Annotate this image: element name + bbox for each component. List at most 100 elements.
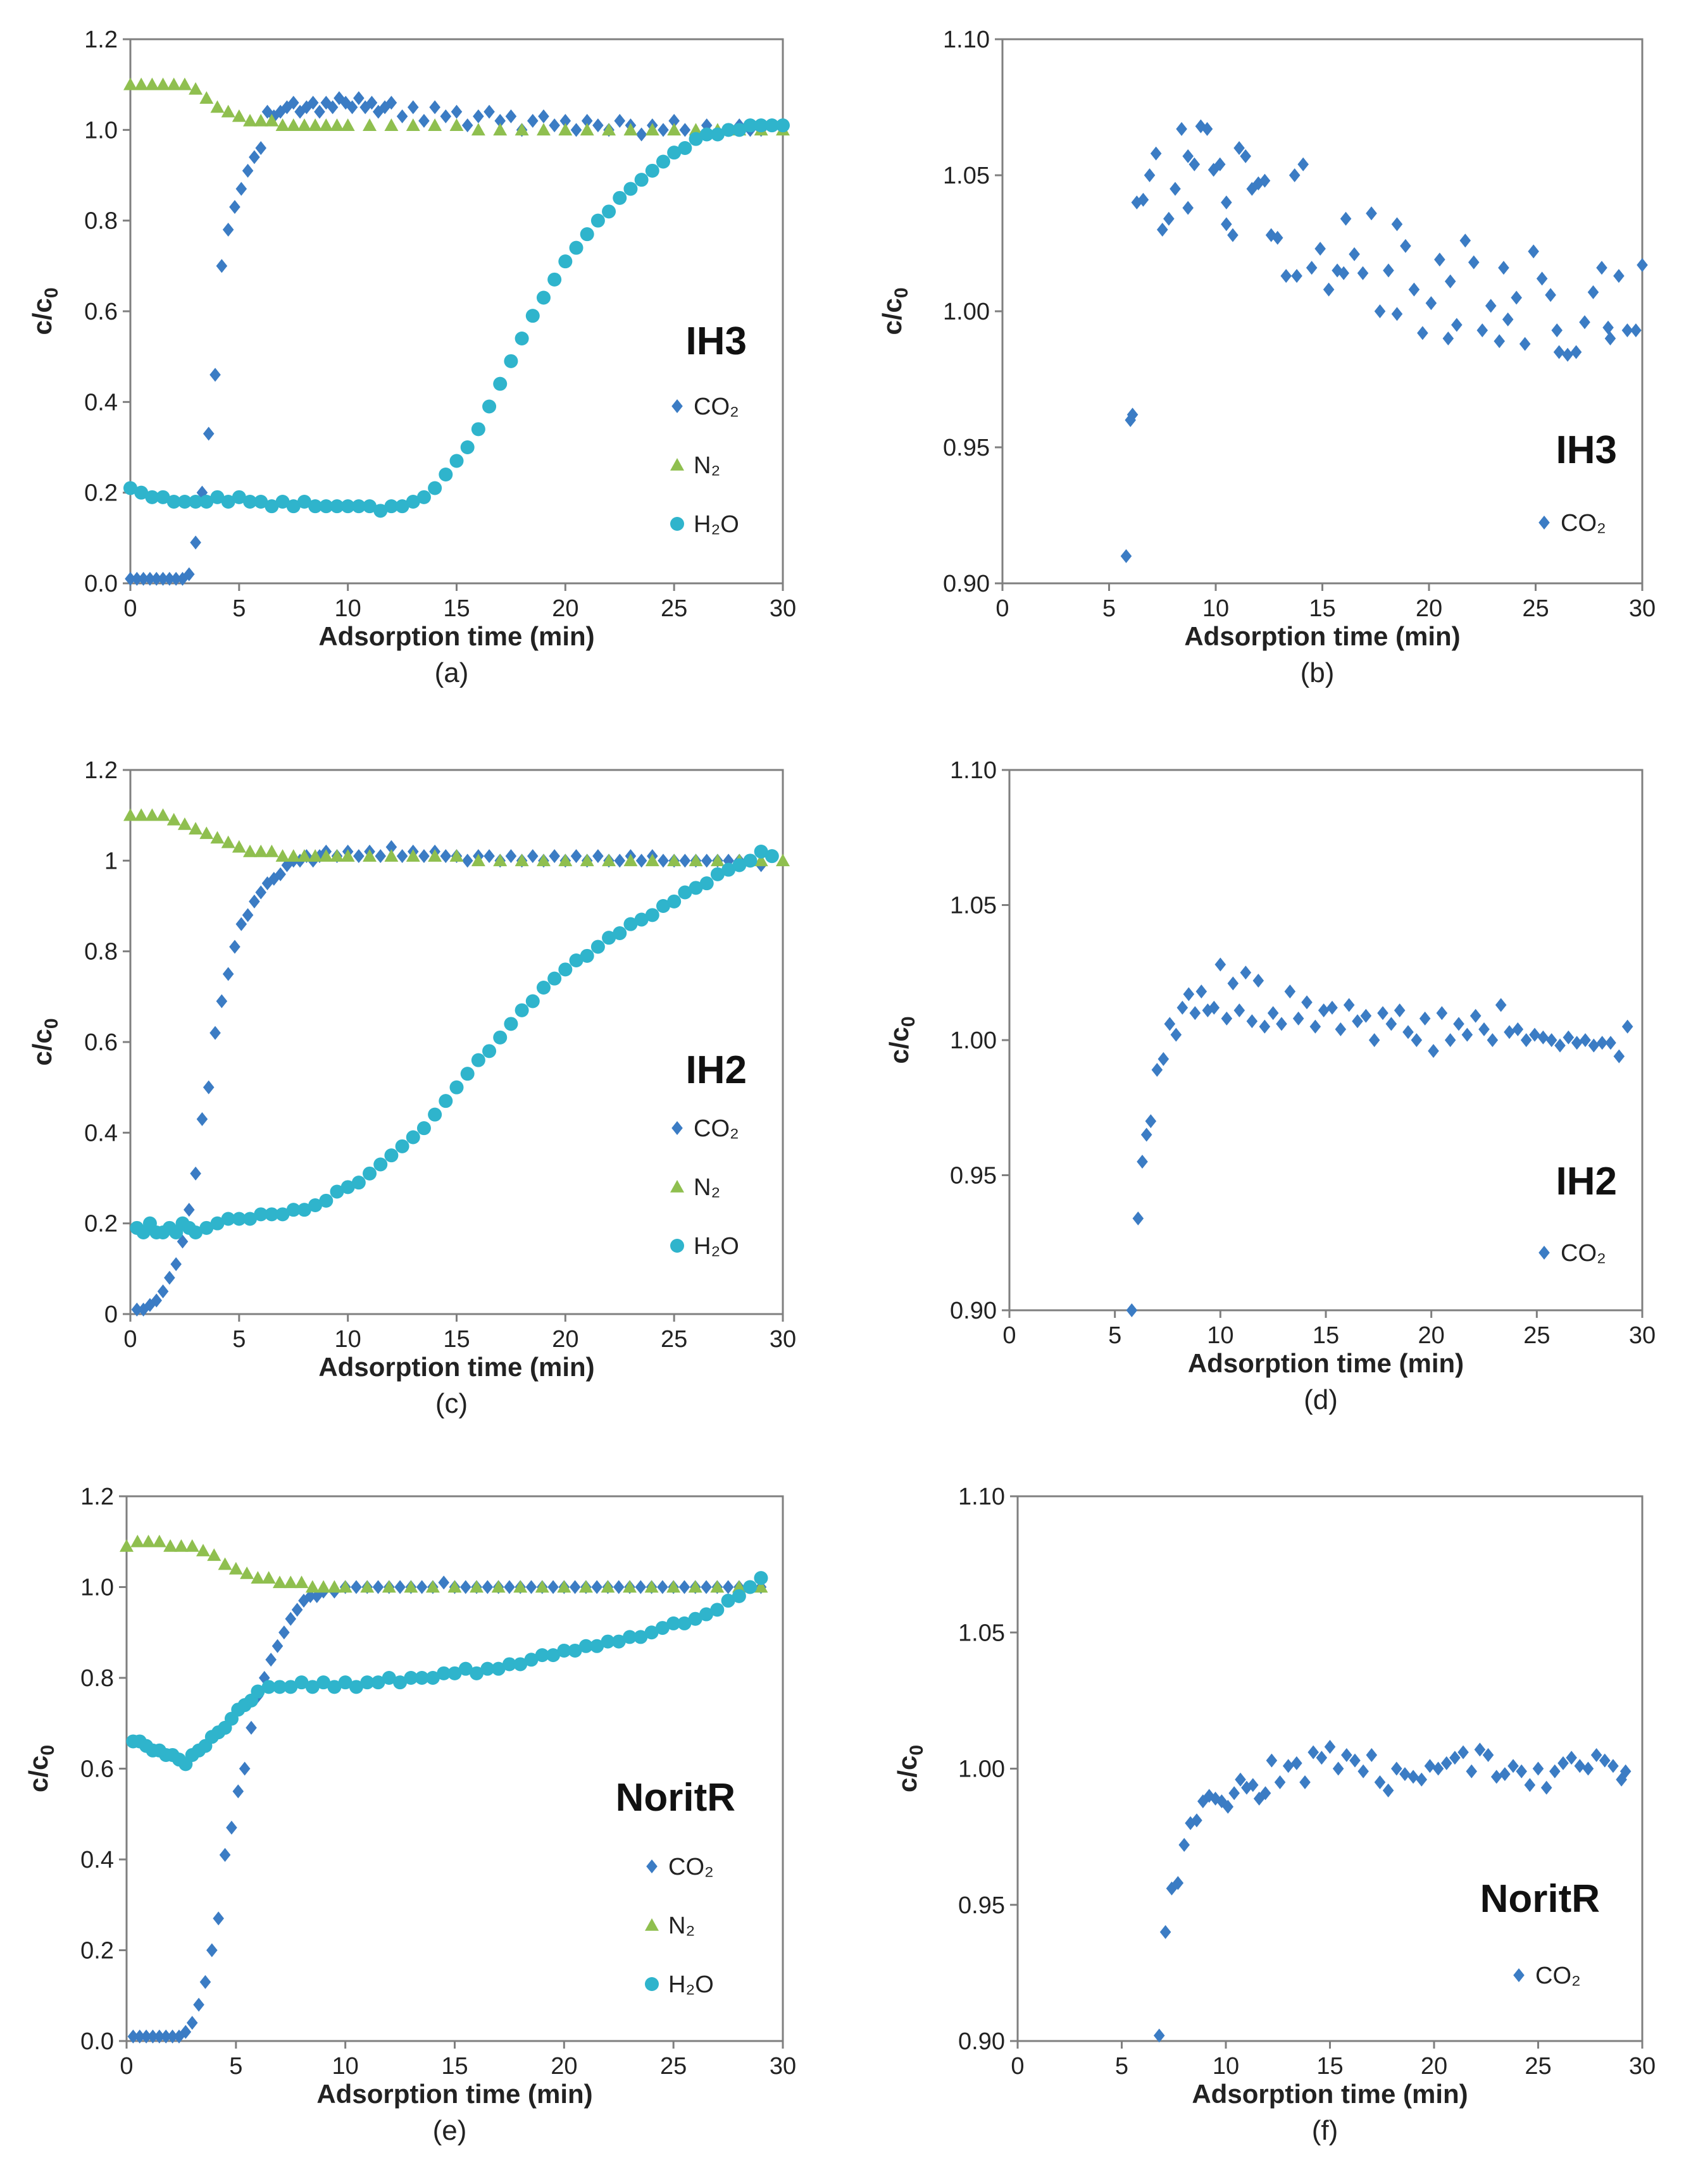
data-point-co2 bbox=[416, 1580, 428, 1594]
data-point-n2 bbox=[754, 1580, 768, 1593]
data-point-co2 bbox=[1588, 1038, 1600, 1053]
data-point-co2 bbox=[418, 114, 430, 128]
data-point-co2 bbox=[1132, 1211, 1144, 1225]
data-point-co2 bbox=[1227, 976, 1239, 991]
y-tick-label: 0.95 bbox=[943, 435, 990, 461]
data-point-co2 bbox=[190, 535, 201, 550]
data-point-co2 bbox=[173, 2029, 185, 2044]
data-point-n2 bbox=[428, 118, 442, 131]
data-point-h2o bbox=[623, 1630, 637, 1644]
y-tick-label: 1.0 bbox=[84, 117, 118, 144]
data-point-co2 bbox=[1271, 230, 1283, 245]
y-tick-label: 0.2 bbox=[80, 1938, 114, 1964]
data-point-n2 bbox=[286, 118, 301, 131]
data-point-h2o bbox=[330, 1184, 344, 1199]
data-point-h2o bbox=[166, 495, 181, 509]
legend: CO₂ bbox=[1513, 1963, 1581, 1989]
legend-marker-co2 bbox=[1538, 516, 1550, 530]
y-tick-label: 1.05 bbox=[958, 1620, 1005, 1646]
data-point-co2 bbox=[1574, 1759, 1586, 1773]
y-tick-label: 0.8 bbox=[80, 1665, 114, 1692]
data-point-h2o bbox=[558, 254, 573, 269]
panel-caption: (c) bbox=[435, 1388, 468, 1419]
data-point-n2 bbox=[667, 123, 682, 136]
data-point-n2 bbox=[580, 123, 594, 136]
data-point-h2o bbox=[569, 953, 583, 967]
data-point-co2 bbox=[353, 91, 365, 106]
data-point-h2o bbox=[764, 118, 779, 133]
legend-label-co2: CO₂ bbox=[1561, 510, 1606, 537]
data-point-n2 bbox=[305, 1580, 320, 1593]
data-point-h2o bbox=[316, 1675, 331, 1690]
data-point-h2o bbox=[677, 1616, 692, 1630]
data-point-co2 bbox=[203, 426, 215, 441]
x-tick-label: 20 bbox=[1418, 1322, 1445, 1349]
data-point-h2o bbox=[633, 1630, 648, 1644]
data-point-co2 bbox=[160, 2029, 172, 2044]
data-point-n2 bbox=[449, 849, 464, 862]
data-point-h2o bbox=[294, 1675, 309, 1690]
legend: CO₂ bbox=[1538, 1240, 1606, 1267]
data-point-co2 bbox=[1402, 1025, 1414, 1039]
data-point-co2 bbox=[1444, 274, 1456, 289]
data-point-h2o bbox=[721, 123, 736, 137]
data-point-n2 bbox=[221, 835, 235, 848]
series-co2 bbox=[125, 91, 789, 586]
data-point-h2o bbox=[524, 1653, 539, 1667]
data-point-co2 bbox=[1126, 1303, 1138, 1317]
data-point-co2 bbox=[1374, 1775, 1386, 1790]
data-point-co2 bbox=[1214, 157, 1226, 171]
data-point-n2 bbox=[404, 1580, 418, 1593]
data-point-co2 bbox=[1590, 1747, 1602, 1762]
x-tick-label: 5 bbox=[232, 595, 246, 622]
data-point-co2 bbox=[229, 940, 240, 954]
data-point-h2o bbox=[123, 481, 137, 495]
y-axis-label: c/c0 bbox=[27, 1018, 62, 1065]
data-point-h2o bbox=[754, 118, 768, 133]
data-point-co2 bbox=[1282, 1759, 1294, 1773]
data-point-h2o bbox=[232, 1212, 246, 1226]
data-point-co2 bbox=[1419, 1011, 1431, 1026]
data-point-co2 bbox=[213, 1911, 224, 1926]
data-point-co2 bbox=[1227, 228, 1239, 242]
data-point-co2 bbox=[131, 1302, 143, 1317]
x-tick-label: 30 bbox=[770, 2053, 796, 2080]
x-tick-label: 25 bbox=[1523, 1322, 1550, 1349]
data-point-co2 bbox=[1487, 1033, 1499, 1047]
data-point-n2 bbox=[207, 1548, 222, 1561]
data-point-co2 bbox=[1562, 347, 1573, 362]
data-point-h2o bbox=[349, 1680, 363, 1694]
data-point-co2 bbox=[385, 840, 397, 854]
data-point-h2o bbox=[156, 490, 170, 504]
data-point-h2o bbox=[482, 399, 497, 414]
data-point-co2 bbox=[1557, 1756, 1569, 1770]
data-point-co2 bbox=[258, 1671, 270, 1685]
data-point-co2 bbox=[1252, 176, 1264, 190]
data-point-co2 bbox=[1453, 1017, 1464, 1031]
panel-b: 0.90 0.95 1.00 1.05 1.10 0 5 10 15 20 25 30 Adsorpti… bbox=[877, 27, 1656, 688]
data-point-h2o bbox=[482, 1044, 497, 1058]
data-point-n2 bbox=[710, 1580, 725, 1593]
data-point-h2o bbox=[265, 499, 279, 514]
data-point-h2o bbox=[199, 1220, 214, 1235]
data-point-h2o bbox=[536, 981, 551, 995]
x-tick-label: 30 bbox=[1629, 1322, 1656, 1349]
data-point-n2 bbox=[557, 1580, 571, 1593]
data-point-co2 bbox=[1570, 345, 1582, 359]
data-point-co2 bbox=[1449, 1751, 1461, 1765]
data-point-co2 bbox=[1596, 261, 1607, 275]
data-point-co2 bbox=[1511, 290, 1522, 305]
data-point-co2 bbox=[1183, 987, 1195, 1002]
data-point-h2o bbox=[471, 422, 485, 437]
data-point-h2o bbox=[754, 845, 768, 859]
x-tick-label: 10 bbox=[1207, 1322, 1233, 1349]
data-point-co2 bbox=[199, 1975, 211, 1989]
data-point-n2 bbox=[123, 808, 137, 821]
series-co2 bbox=[1120, 119, 1648, 563]
data-point-co2 bbox=[1178, 1838, 1190, 1852]
data-point-n2 bbox=[623, 123, 638, 136]
data-point-co2 bbox=[505, 109, 517, 123]
data-point-co2 bbox=[137, 571, 149, 586]
data-point-co2 bbox=[1151, 1062, 1163, 1077]
data-point-co2 bbox=[1474, 1742, 1486, 1757]
